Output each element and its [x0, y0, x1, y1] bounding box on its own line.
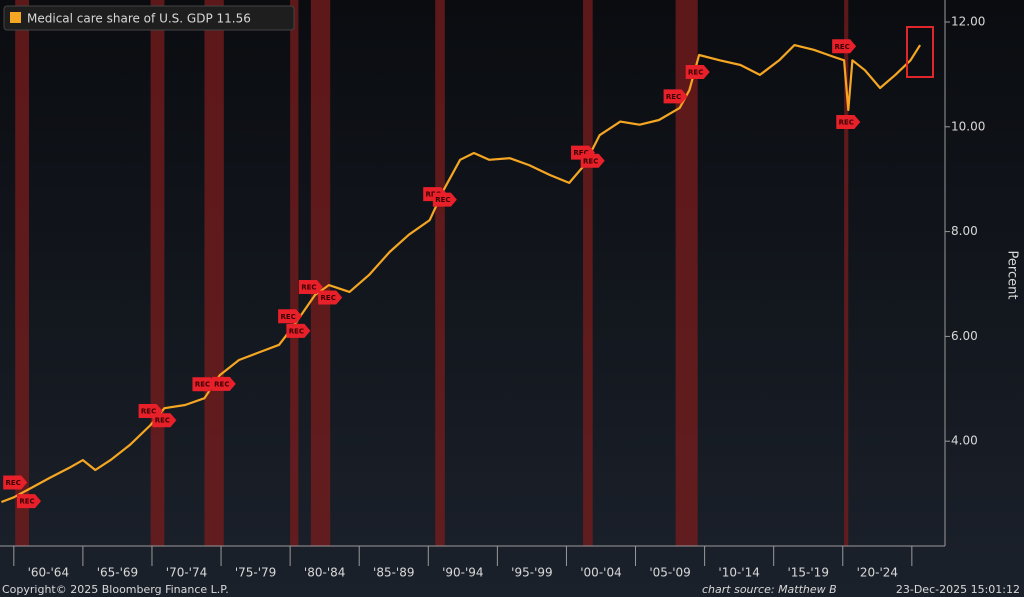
legend-swatch — [10, 12, 21, 23]
rec-marker-label: REC — [19, 498, 34, 506]
y-axis-title: Percent — [1005, 251, 1020, 300]
rec-marker: REC — [298, 279, 323, 294]
x-tick-label: '10-'14 — [718, 566, 759, 580]
rec-marker: REC — [286, 323, 311, 338]
footer-date: 23-Dec-2025 15:01:12 — [896, 583, 1020, 596]
y-tick-label: 6.00 — [951, 329, 978, 343]
rec-marker: REC — [318, 290, 343, 305]
x-tick-label: '15-'19 — [787, 566, 828, 580]
legend — [3, 5, 295, 31]
rec-marker: REC — [211, 376, 236, 391]
recession-band — [204, 0, 224, 546]
y-tick-label: 8.00 — [951, 224, 978, 238]
rec-marker-shape — [685, 65, 710, 80]
rec-marker-label: REC — [321, 294, 336, 302]
rec-marker-label: REC — [280, 313, 295, 321]
x-tick-label: '80-'84 — [304, 566, 345, 580]
rec-marker-shape — [211, 376, 236, 391]
x-tick-label: '20-'24 — [857, 566, 898, 580]
recession-band — [435, 0, 445, 546]
rec-marker-label: REC — [688, 69, 703, 77]
legend-value: 11.56 — [217, 11, 251, 25]
footer-copyright: Copyright© 2025 Bloomberg Finance L.P. — [2, 583, 229, 596]
legend-label: Medical care share of U.S. GDP 11.56 — [27, 11, 251, 25]
rec-marker-label: REC — [155, 417, 170, 425]
recession-band — [583, 0, 593, 546]
rec-marker-label: REC — [141, 407, 156, 415]
rec-marker-shape — [192, 377, 217, 392]
rec-marker-label: REC — [214, 380, 229, 388]
rec-marker-shape — [432, 192, 457, 207]
rec-marker-label: REC — [666, 93, 681, 101]
rec-marker-label: REC — [301, 283, 316, 291]
rec-marker-label: REC — [435, 196, 450, 204]
rec-marker: REC — [580, 153, 605, 168]
recession-band — [310, 0, 331, 546]
rec-marker: REC — [685, 65, 710, 80]
x-tick-label: '95-'99 — [511, 566, 552, 580]
rec-marker-label: REC — [573, 149, 588, 157]
x-tick-label: '70-'74 — [166, 566, 207, 580]
x-tick-label: '65-'69 — [97, 566, 138, 580]
rec-marker-label: REC — [583, 157, 598, 165]
rec-marker-shape — [286, 323, 311, 338]
rec-marker-shape — [580, 153, 605, 168]
rec-marker: REC — [663, 89, 688, 104]
rec-marker: REC — [836, 115, 861, 130]
rec-marker: REC — [832, 39, 857, 54]
rec-marker: REC — [152, 413, 177, 428]
rec-marker-shape — [832, 39, 857, 54]
x-tick-label: '85-'89 — [373, 566, 414, 580]
rec-marker-label: REC — [289, 327, 304, 335]
rec-marker-shape — [318, 290, 343, 305]
x-tick-label: '75-'79 — [235, 566, 276, 580]
rec-marker: REC — [278, 309, 303, 324]
rec-marker-label: REC — [195, 381, 210, 389]
highlight-box — [906, 26, 934, 78]
rec-marker-label: REC — [6, 479, 21, 487]
rec-marker-label: REC — [834, 43, 849, 51]
rec-marker-label: REC — [839, 119, 854, 127]
rec-marker: REC — [17, 494, 42, 509]
rec-marker-shape — [152, 413, 177, 428]
rec-marker-shape — [663, 89, 688, 104]
recession-band — [844, 0, 849, 546]
x-tick-label: '00-'04 — [580, 566, 621, 580]
x-tick-label: '90-'94 — [442, 566, 483, 580]
footer-source: chart source: Matthew B — [702, 583, 837, 596]
rec-marker-shape — [298, 279, 323, 294]
rec-marker: REC — [192, 377, 217, 392]
legend-name: Medical care share of U.S. GDP — [27, 11, 213, 25]
rec-marker: REC — [3, 475, 28, 490]
rec-marker-shape — [17, 494, 42, 509]
rec-marker: REC — [432, 192, 457, 207]
recession-band — [150, 0, 165, 546]
y-tick-label: 12.00 — [951, 15, 985, 29]
rec-marker-shape — [278, 309, 303, 324]
x-tick-label: '60-'64 — [28, 566, 69, 580]
rec-marker-shape — [3, 475, 28, 490]
recession-band — [675, 0, 698, 546]
recession-band — [290, 0, 299, 546]
rec-marker-shape — [836, 115, 861, 130]
recession-band — [15, 0, 30, 546]
y-tick-label: 4.00 — [951, 434, 978, 448]
x-tick-label: '05-'09 — [649, 566, 690, 580]
y-tick-label: 10.00 — [951, 119, 985, 133]
